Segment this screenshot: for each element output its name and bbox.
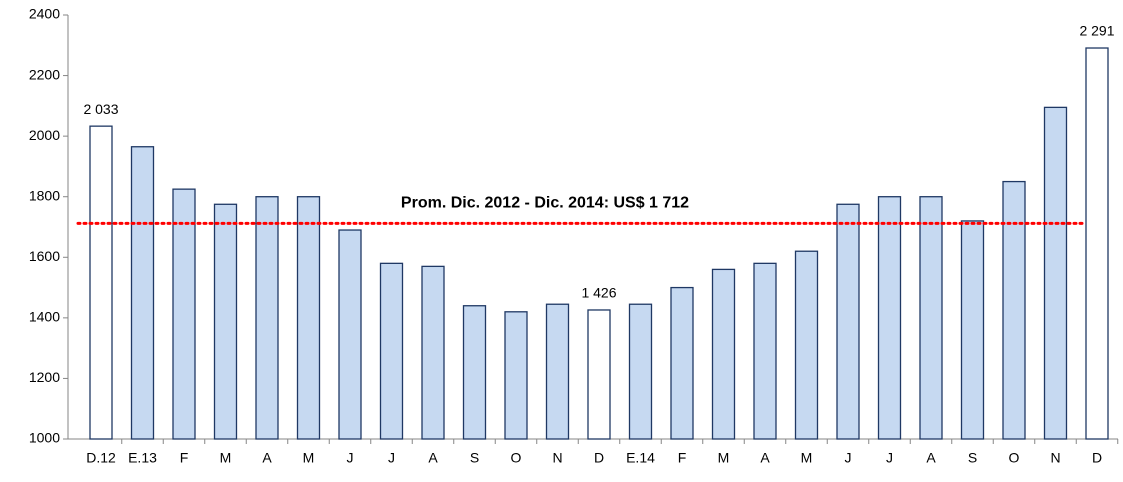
bar [670,286,694,440]
bar [255,196,279,440]
x-tick-label: F [180,450,189,466]
x-tick-label: J [388,450,395,466]
bar [711,268,736,440]
x-tick-label: D.12 [86,450,116,466]
reference-label: Prom. Dic. 2012 - Dic. 2014: US$ 1 712 [401,195,689,212]
data-label: 1 426 [581,285,616,301]
x-tick-label: O [511,450,522,466]
x-tick-label: M [303,450,315,466]
x-tick-label: A [262,450,272,466]
y-tick-label: 2400 [29,6,60,22]
bar [753,262,777,440]
x-tick-label: A [428,450,438,466]
bar [379,262,404,440]
x-tick-label: E.13 [128,450,157,466]
x-tick-label: M [718,450,730,466]
x-tick-label: M [801,450,813,466]
bar [919,196,943,440]
bar [1043,106,1068,440]
x-tick-label: J [886,450,893,466]
y-tick-label: 1800 [29,187,60,203]
bar [794,250,819,440]
x-tick-label: M [220,450,232,466]
data-label: 2 291 [1079,23,1114,39]
x-tick-label: F [678,450,687,466]
x-tick-label: E.14 [626,450,655,466]
y-tick-label: 1000 [29,430,60,446]
x-tick-label: J [347,450,354,466]
x-tick-label: O [1009,450,1020,466]
bar [213,203,238,440]
bar [296,196,321,440]
x-tick-label: D [1092,450,1102,466]
bar [587,309,611,440]
bar [628,303,653,440]
bar [462,305,487,440]
data-label: 2 033 [83,101,118,117]
bar [89,125,113,440]
bar [130,146,155,440]
x-tick-label: S [968,450,977,466]
bar [504,311,528,440]
bar [1002,180,1026,440]
x-tick-label: S [470,450,479,466]
x-tick-label: N [552,450,562,466]
y-tick-label: 2000 [29,127,60,143]
y-tick-label: 1600 [29,248,60,264]
y-tick-label: 1400 [29,309,60,325]
y-tick-label: 1200 [29,369,60,385]
bar [338,229,362,440]
x-tick-label: N [1050,450,1060,466]
x-tick-label: A [760,450,770,466]
x-tick-label: A [926,450,936,466]
bar [421,265,445,440]
bar [1085,47,1109,440]
bar [960,220,985,440]
bar [172,188,196,440]
y-tick-label: 2200 [29,66,60,82]
bar [877,196,902,440]
bar [836,203,860,440]
bar [545,303,570,440]
x-tick-label: D [594,450,604,466]
x-tick-label: J [845,450,852,466]
